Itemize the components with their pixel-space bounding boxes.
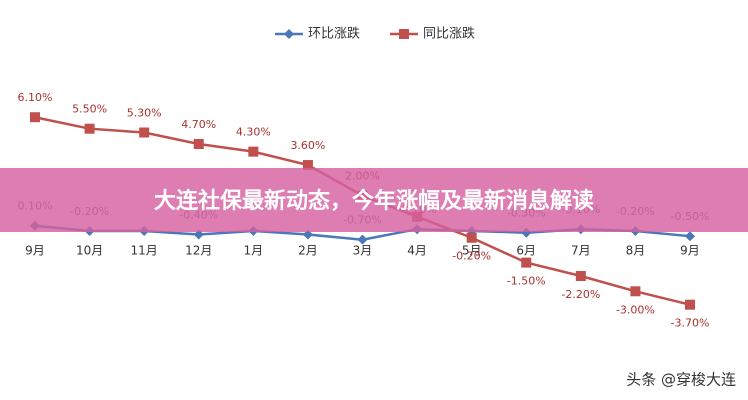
data-label: -3.70% xyxy=(671,317,710,330)
x-tick-label: 7月 xyxy=(571,244,591,258)
data-label: 4.70% xyxy=(181,118,216,131)
x-tick-label: 4月 xyxy=(407,244,427,258)
legend-marker xyxy=(399,29,409,39)
legend-marker xyxy=(284,29,294,39)
data-label: -2.20% xyxy=(561,288,600,301)
x-tick-label: 11月 xyxy=(131,244,158,258)
point xyxy=(248,146,259,157)
data-label: 5.30% xyxy=(127,107,162,120)
point xyxy=(302,160,313,171)
point xyxy=(357,234,368,245)
x-tick-label: 2月 xyxy=(298,244,318,258)
data-label: 4.30% xyxy=(236,126,271,139)
banner-title: 大连社保最新动态，今年涨幅及最新消息解读 xyxy=(154,188,594,214)
x-tick-label: 8月 xyxy=(626,244,646,258)
legend-label: 环比涨跌 xyxy=(308,26,360,42)
data-label: 5.50% xyxy=(72,103,107,116)
point xyxy=(466,232,477,243)
x-tick-label: 12月 xyxy=(185,244,212,258)
point xyxy=(685,299,695,310)
data-label: -1.50% xyxy=(507,275,546,288)
x-tick-label: 10月 xyxy=(76,244,103,258)
x-tick-label: 6月 xyxy=(516,244,536,258)
data-label: -0.20% xyxy=(452,250,491,263)
legend: 环比涨跌 同比涨跌 xyxy=(275,26,475,42)
point xyxy=(630,286,641,297)
x-tick-label: 3月 xyxy=(353,244,373,258)
point xyxy=(193,139,204,149)
point xyxy=(30,112,40,123)
legend-label: 同比涨跌 xyxy=(423,26,475,42)
banner-band xyxy=(0,168,748,232)
point xyxy=(575,271,586,281)
data-label: 6.10% xyxy=(18,91,53,104)
watermark: 头条 @穿梭大连 xyxy=(626,371,736,389)
data-label: 3.60% xyxy=(290,139,325,152)
point xyxy=(521,257,532,268)
point xyxy=(139,127,150,138)
x-tick-label: 5月 xyxy=(462,244,482,258)
point xyxy=(84,123,95,134)
x-tick-label: 9月 xyxy=(25,244,45,258)
data-label: -3.00% xyxy=(616,303,655,316)
point xyxy=(685,231,695,242)
x-tick-label: 1月 xyxy=(244,244,264,258)
x-tick-label: 9月 xyxy=(680,244,700,258)
